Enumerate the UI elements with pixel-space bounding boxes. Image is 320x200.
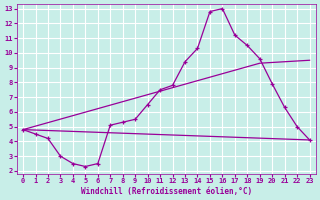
X-axis label: Windchill (Refroidissement éolien,°C): Windchill (Refroidissement éolien,°C): [81, 187, 252, 196]
